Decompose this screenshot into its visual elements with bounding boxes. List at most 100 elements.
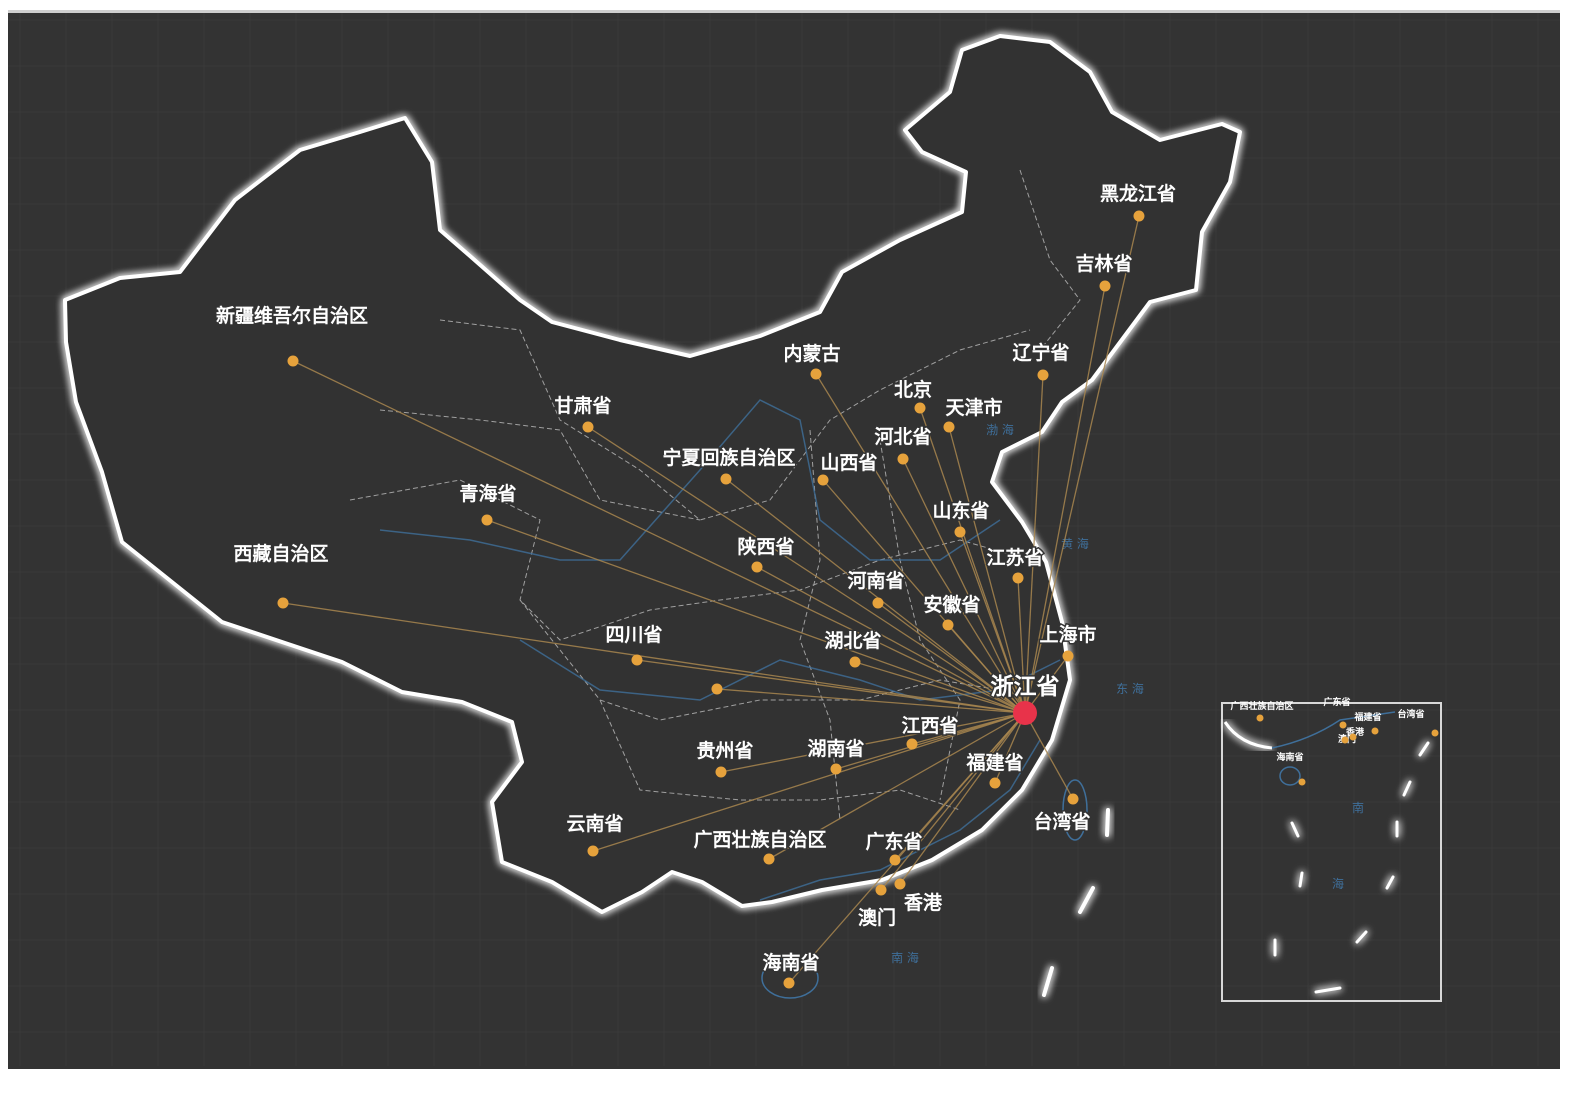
province-label: 上海市	[1039, 623, 1096, 646]
province-marker[interactable]	[830, 763, 842, 775]
inset-marker	[1256, 714, 1264, 722]
nine-dash-line	[1042, 808, 1110, 997]
flow-line	[902, 458, 1026, 714]
inset-label: 台湾省	[1397, 708, 1424, 720]
province-label: 福建省	[965, 751, 1023, 774]
province-label: 山西省	[820, 452, 877, 474]
province-label: 台湾省	[1033, 810, 1090, 833]
province-marker[interactable]	[587, 845, 599, 857]
province-label: 河北省	[874, 426, 931, 448]
province-marker[interactable]	[277, 597, 289, 609]
sea-label: 渤 海	[986, 422, 1014, 437]
flow-line	[947, 624, 1026, 714]
province-marker[interactable]	[751, 561, 763, 573]
inset-marker	[1349, 733, 1357, 741]
flow-line	[768, 712, 1026, 860]
province-label: 山东省	[932, 499, 989, 522]
inset-label: 广西壮族自治区	[1230, 700, 1293, 712]
province-label: 香港	[903, 892, 943, 914]
inset-sea-label: 海	[1332, 876, 1344, 891]
province-marker[interactable]	[1037, 369, 1049, 381]
province-marker[interactable]	[914, 402, 926, 414]
province-label: 黑龙江省	[1100, 182, 1176, 205]
inset-marker	[1371, 727, 1379, 735]
inset-marker	[1431, 729, 1439, 737]
province-marker[interactable]	[720, 473, 732, 485]
flow-line	[1024, 374, 1044, 714]
province-label: 浙江省	[991, 674, 1060, 700]
flow-line	[1024, 215, 1140, 714]
flow-line	[592, 712, 1026, 852]
province-label: 云南省	[566, 813, 623, 835]
flow-line	[282, 602, 1026, 714]
province-label: 河南省	[847, 570, 904, 592]
province-marker[interactable]	[943, 421, 955, 433]
province-marker[interactable]	[287, 355, 299, 367]
province-label: 湖北省	[824, 630, 881, 652]
province-label: 青海省	[459, 482, 516, 505]
province-marker[interactable]	[763, 853, 775, 865]
flow-line	[716, 688, 1026, 714]
province-marker[interactable]	[1067, 793, 1079, 805]
flow-line	[756, 566, 1026, 714]
sea-label: 南 海	[891, 950, 919, 965]
province-marker[interactable]	[942, 619, 954, 631]
province-marker[interactable]	[1062, 650, 1074, 662]
province-label: 辽宁省	[1012, 341, 1069, 364]
province-marker[interactable]	[582, 421, 594, 433]
inset-label: 海南省	[1276, 751, 1303, 763]
target-marker[interactable]	[1013, 701, 1037, 725]
province-label: 广东省	[865, 830, 922, 853]
flow-line	[1017, 577, 1026, 714]
province-label: 北京	[894, 378, 932, 401]
flow-line	[587, 426, 1026, 714]
province-label: 澳门	[858, 906, 896, 929]
province-marker[interactable]	[817, 474, 829, 486]
province-marker[interactable]	[906, 738, 918, 750]
province-label: 内蒙古	[783, 342, 840, 365]
province-label: 陕西省	[737, 535, 794, 558]
province-marker[interactable]	[1099, 280, 1111, 292]
flow-line	[1024, 285, 1106, 714]
inset-label: 福建省	[1353, 711, 1381, 723]
province-marker[interactable]	[1133, 210, 1145, 222]
flow-line	[835, 712, 1026, 770]
inset-sea-label: 南	[1352, 800, 1364, 815]
province-marker[interactable]	[954, 526, 966, 538]
flow-line	[899, 712, 1026, 885]
province-marker[interactable]	[715, 766, 727, 778]
south-china-sea-inset: 广西壮族自治区广东省福建省台湾省澳门香港海南省南海	[1221, 696, 1442, 1002]
flow-line	[1024, 712, 1074, 800]
flow-line	[788, 712, 1026, 984]
province-label: 江苏省	[986, 546, 1043, 569]
province-marker[interactable]	[810, 368, 822, 380]
inset-marker	[1298, 778, 1306, 786]
province-label: 海南省	[762, 951, 819, 974]
flow-line	[919, 407, 1026, 714]
province-marker[interactable]	[1012, 572, 1024, 584]
country-outline	[63, 34, 1242, 914]
province-marker[interactable]	[989, 777, 1001, 789]
province-marker[interactable]	[631, 654, 643, 666]
province-marker[interactable]	[889, 854, 901, 866]
inset-label: 广东省	[1323, 696, 1350, 708]
flow-line	[877, 602, 1026, 714]
province-marker[interactable]	[894, 878, 906, 890]
flow-line	[948, 426, 1026, 714]
province-label: 宁夏回族自治区	[662, 446, 795, 469]
province-marker[interactable]	[897, 453, 909, 465]
province-marker[interactable]	[872, 597, 884, 609]
province-marker[interactable]	[849, 656, 861, 668]
province-label: 贵州省	[696, 740, 753, 762]
province-marker[interactable]	[875, 884, 887, 896]
province-marker[interactable]	[783, 977, 795, 989]
flow-line	[636, 659, 1026, 714]
flow-line	[292, 360, 1026, 714]
province-marker[interactable]	[711, 683, 723, 695]
province-label: 天津市	[945, 396, 1002, 419]
province-label: 江西省	[901, 715, 958, 737]
flow-line	[486, 519, 1026, 714]
province-marker[interactable]	[481, 514, 493, 526]
province-label: 安徽省	[923, 593, 980, 616]
